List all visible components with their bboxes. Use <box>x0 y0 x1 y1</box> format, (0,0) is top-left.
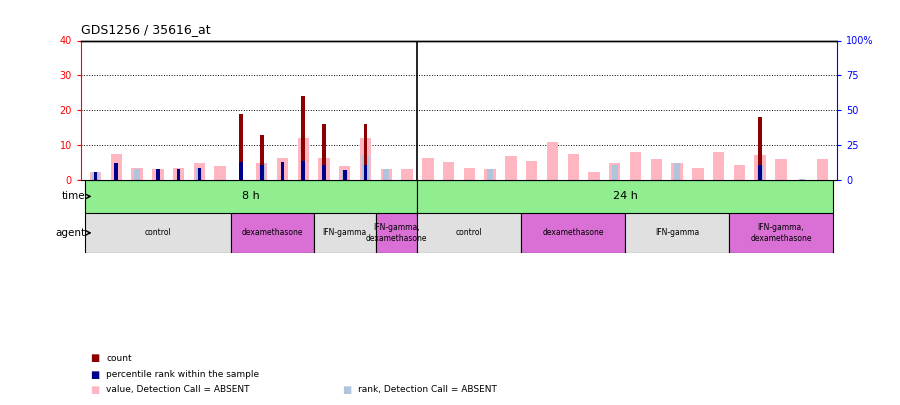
Bar <box>671 164 683 180</box>
Bar <box>651 159 662 180</box>
Text: 8 h: 8 h <box>242 192 260 201</box>
Bar <box>313 213 376 253</box>
Bar <box>757 165 763 180</box>
Bar <box>176 169 181 180</box>
Bar <box>93 172 99 180</box>
Bar <box>464 168 475 180</box>
Bar <box>276 158 288 180</box>
Text: time: time <box>61 192 86 201</box>
Bar <box>258 164 265 180</box>
Bar <box>363 155 369 180</box>
Bar <box>134 169 140 180</box>
Bar <box>260 135 264 180</box>
Bar <box>734 165 745 180</box>
Text: control: control <box>456 228 482 237</box>
Text: IFN-gamma: IFN-gamma <box>655 228 699 237</box>
Bar <box>775 159 787 180</box>
Bar <box>376 213 418 253</box>
Text: agent: agent <box>55 228 86 238</box>
Bar <box>239 114 243 180</box>
Bar <box>759 117 762 180</box>
Text: IFN-gamma,
dexamethasone: IFN-gamma, dexamethasone <box>366 223 427 243</box>
Bar <box>521 213 625 253</box>
Bar <box>111 153 122 180</box>
Text: ■: ■ <box>90 370 99 379</box>
Bar <box>589 172 599 180</box>
Bar <box>86 180 418 213</box>
Bar <box>443 162 454 180</box>
Text: dexamethasone: dexamethasone <box>543 228 604 237</box>
Bar <box>322 124 326 180</box>
Bar <box>817 159 828 180</box>
Text: IFN-gamma: IFN-gamma <box>322 228 367 237</box>
Bar <box>339 166 350 180</box>
Bar <box>90 172 101 180</box>
Bar <box>86 213 230 253</box>
Bar <box>383 169 390 180</box>
Text: ■: ■ <box>90 385 99 394</box>
Text: ■: ■ <box>90 354 99 363</box>
Text: 24 h: 24 h <box>613 192 637 201</box>
Bar <box>729 213 832 253</box>
Bar <box>487 169 493 180</box>
Bar <box>418 180 832 213</box>
Bar <box>302 96 305 180</box>
Bar <box>156 169 159 180</box>
Text: IFN-gamma,
dexamethasone: IFN-gamma, dexamethasone <box>751 223 812 243</box>
Bar <box>342 171 348 180</box>
Bar <box>547 143 558 180</box>
Bar <box>214 166 226 180</box>
Bar <box>798 179 805 180</box>
Bar <box>422 158 434 180</box>
Bar <box>281 162 284 180</box>
Bar <box>526 161 537 180</box>
Bar <box>173 168 184 180</box>
Bar <box>196 168 202 180</box>
Bar <box>194 164 205 180</box>
Bar <box>759 165 762 180</box>
Text: dexamethasone: dexamethasone <box>241 228 302 237</box>
Bar <box>505 156 517 180</box>
Bar <box>381 169 392 180</box>
Text: control: control <box>145 228 171 237</box>
Bar <box>568 153 579 180</box>
Bar <box>754 155 766 180</box>
Bar <box>114 164 118 180</box>
Bar <box>713 152 725 180</box>
Bar <box>131 168 143 180</box>
Bar <box>609 164 620 180</box>
Bar <box>360 139 371 180</box>
Bar <box>152 169 164 180</box>
Bar <box>364 165 367 180</box>
Bar <box>230 213 313 253</box>
Bar <box>418 213 521 253</box>
Text: GDS1256 / 35616_at: GDS1256 / 35616_at <box>81 23 211 36</box>
Bar <box>94 172 97 180</box>
Bar <box>197 168 202 180</box>
Bar <box>298 139 309 180</box>
Bar <box>401 169 413 180</box>
Bar <box>239 162 243 180</box>
Bar <box>260 165 264 180</box>
Text: rank, Detection Call = ABSENT: rank, Detection Call = ABSENT <box>358 385 497 394</box>
Bar <box>322 165 326 180</box>
Bar <box>674 164 680 180</box>
Text: ■: ■ <box>342 385 351 394</box>
Text: value, Detection Call = ABSENT: value, Detection Call = ABSENT <box>106 385 249 394</box>
Bar <box>256 164 267 180</box>
Bar <box>484 169 496 180</box>
Bar <box>630 152 641 180</box>
Bar <box>302 161 305 180</box>
Bar <box>612 165 618 180</box>
Bar <box>319 158 329 180</box>
Text: count: count <box>106 354 131 363</box>
Bar <box>692 168 704 180</box>
Bar <box>626 213 729 253</box>
Bar <box>343 171 346 180</box>
Bar <box>364 124 367 180</box>
Text: percentile rank within the sample: percentile rank within the sample <box>106 370 259 379</box>
